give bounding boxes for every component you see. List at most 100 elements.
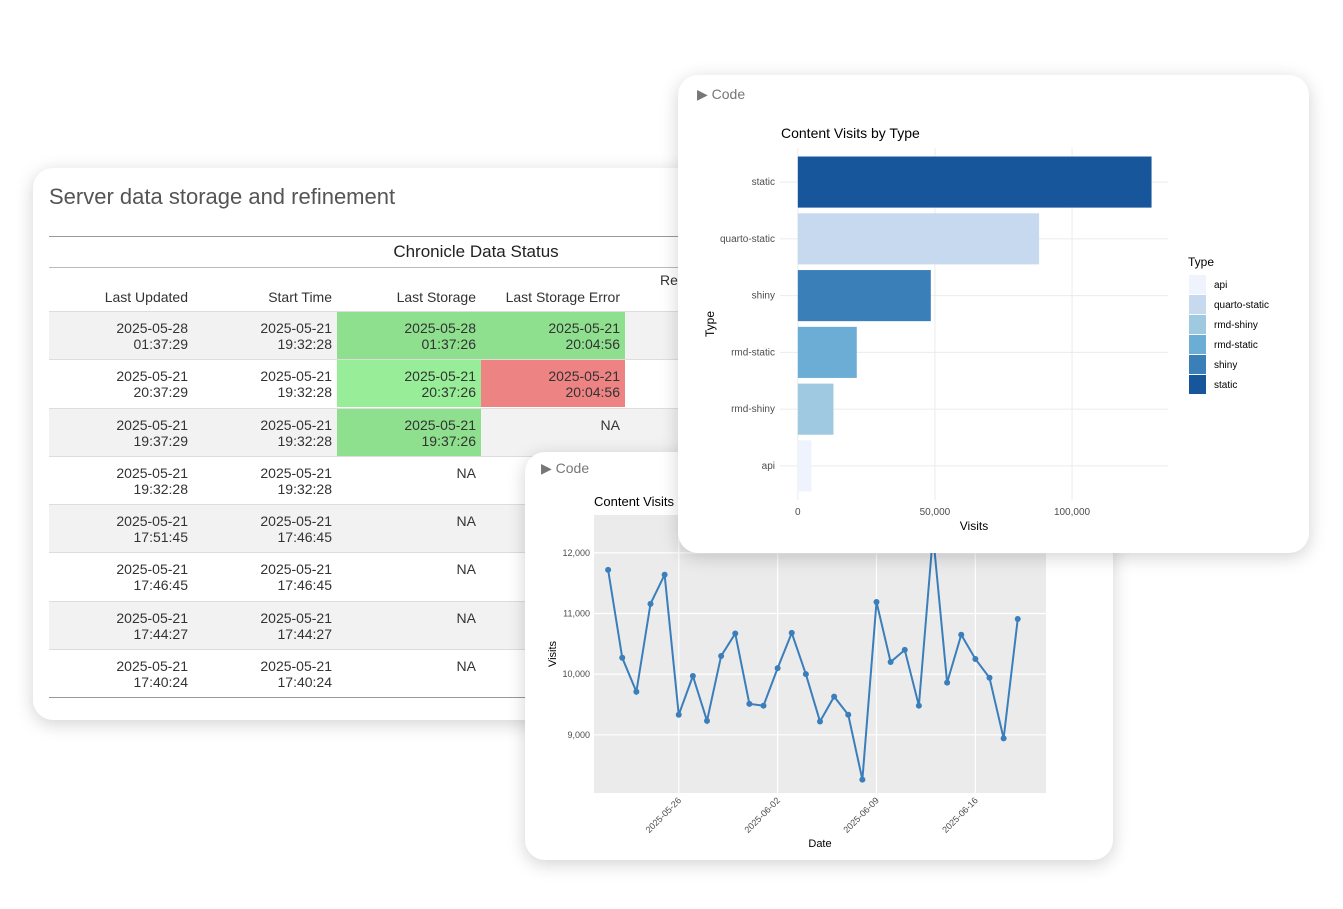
point [802,671,809,678]
table-cell: 2025-05-21 17:44:27 [260,609,332,642]
y-tick-label: shiny [752,291,775,302]
chart-title: Content Visits by Type [781,125,920,141]
point [746,700,753,707]
bar [797,440,812,492]
line [607,534,1019,780]
y-tick-label: static [752,177,775,188]
x-tick-label: 100,000 [1054,507,1091,518]
x-tick-label: 2025-06-16 [940,795,980,835]
legend-label: quarto-static [1214,300,1269,311]
table-cell: NA [456,464,476,481]
x-tick-label: 2025-05-26 [644,795,684,835]
point [1014,615,1021,622]
point [760,702,767,709]
table-cell: 2025-05-21 20:04:56 [481,360,625,408]
x-axis-label: Date [808,838,831,850]
code-toggle[interactable]: ▶ Code [697,86,746,102]
column-header: Last Storage [396,289,476,305]
spanning-header: Re [660,272,678,288]
legend-label: rmd-shiny [1214,320,1258,331]
table-cell: 2025-05-21 17:46:45 [116,561,188,594]
table-cell: 2025-05-21 17:44:27 [116,609,188,642]
x-tick-label: 0 [795,507,801,518]
point [704,717,710,724]
legend-label: api [1214,280,1227,291]
bar [797,213,1040,265]
column-header: Start Time [268,289,332,305]
legend-swatch [1189,335,1206,354]
bar [797,270,931,322]
y-tick-label: quarto-static [720,234,775,245]
table-cell: 2025-05-21 17:40:24 [260,657,332,690]
point [774,665,781,672]
y-tick-label: 11,000 [563,609,590,619]
bar [797,326,857,378]
bar [797,383,834,435]
table-cell: 2025-05-28 01:37:26 [337,312,481,359]
point [859,776,866,783]
point [732,630,739,637]
point [675,711,682,718]
table-cell: 2025-05-21 19:37:29 [116,416,188,449]
point [619,654,626,661]
point [986,674,993,681]
legend-swatch [1189,375,1206,394]
y-tick-label: 9,000 [567,730,590,740]
legend-title: Type [1188,255,1214,269]
x-tick-label: 2025-06-09 [841,795,881,835]
y-axis-label: Type [703,311,717,337]
table-cell: 2025-05-21 19:32:28 [260,416,332,449]
point [661,571,668,578]
code-toggle[interactable]: ▶ Code [541,460,590,476]
card-title: Server data storage and refinement [49,184,396,209]
table-cell: 2025-05-21 20:04:56 [481,312,625,359]
table-cell: 2025-05-21 19:32:28 [116,464,188,497]
table-cell: NA [456,609,476,626]
legend-label: static [1214,380,1237,391]
table-cell: 2025-05-21 20:37:29 [116,368,188,401]
table-cell: 2025-05-28 01:37:29 [116,320,188,352]
table-cell: 2025-05-21 17:46:45 [260,561,332,594]
plot-panel [594,515,1046,793]
legend-swatch [1189,275,1206,294]
table-cell: 2025-05-21 19:37:26 [337,408,481,456]
point [915,702,922,709]
legend-label: shiny [1214,360,1237,371]
x-tick-label: 50,000 [920,507,951,518]
code-label: Code [711,86,746,102]
point [1000,735,1007,742]
bar-chart: Content Visits by Type 0 50,000 100,000 stat… [703,125,1269,533]
y-tick-label: rmd-shiny [731,404,775,415]
y-tick-label: rmd-static [731,347,775,358]
point [887,659,894,666]
y-tick-label: 12,000 [562,548,590,558]
table-cell: 2025-05-21 17:51:45 [116,513,188,545]
y-tick-label: api [762,461,775,472]
x-tick-label: 2025-06-02 [742,795,782,835]
y-tick-label: 10,000 [562,669,590,679]
point [817,718,823,725]
table-cell: 2025-05-21 19:32:28 [260,464,332,497]
table-cell: 2025-05-21 17:40:24 [116,657,188,690]
y-axis-label: Visits [547,640,559,667]
table-cell: 2025-05-21 20:37:26 [337,360,481,408]
point [972,656,979,663]
column-header: Last Updated [104,289,188,305]
table-cell: 2025-05-21 19:32:28 [260,368,332,401]
point [845,711,852,718]
legend-swatch [1189,295,1206,314]
table-cell: 2025-05-21 19:32:28 [260,320,332,352]
table-cell: NA [456,513,476,529]
table-cell: NA [456,657,476,674]
chart-title: Content Visits [594,494,674,509]
point [689,672,696,679]
bar-chart-card: ▶ Code Content Visits by Type 0 50,000 100,… [678,75,1309,553]
table-cell: 2025-05-21 17:46:45 [260,513,332,545]
point [647,600,654,607]
line-chart: Content Visits 9,000 10,000 11,000 12,000 202… [547,494,1046,850]
point [605,566,612,573]
point [944,679,951,686]
legend-label: rmd-static [1214,340,1258,351]
point [901,646,908,653]
